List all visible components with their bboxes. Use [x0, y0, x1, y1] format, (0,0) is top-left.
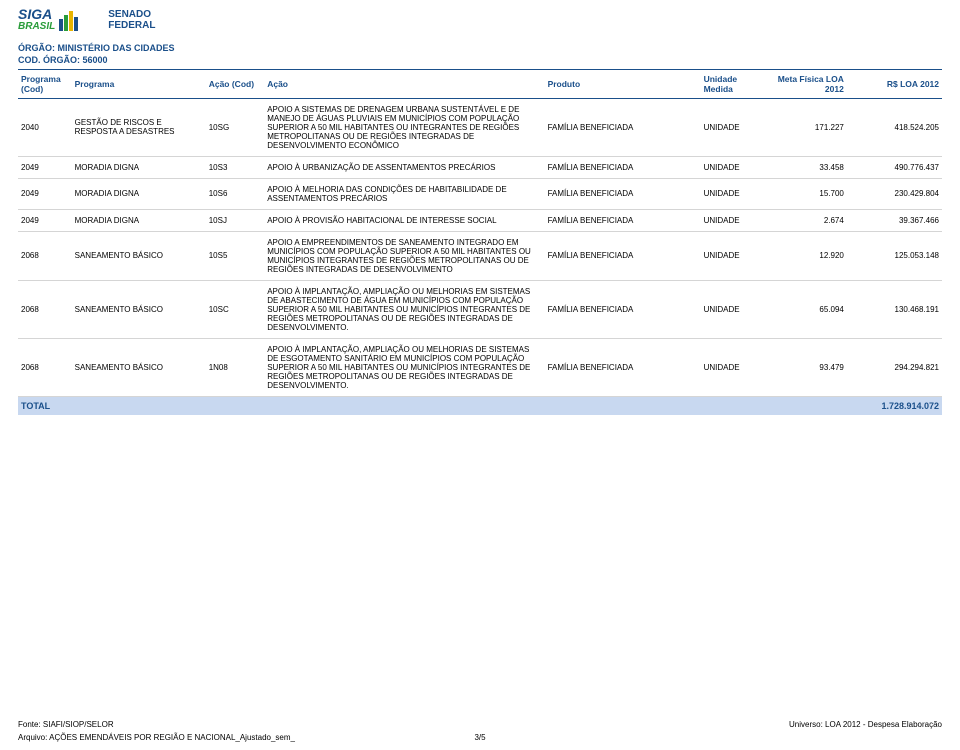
table-row: 2040GESTÃO DE RISCOS E RESPOSTA A DESAST…	[18, 98, 942, 156]
cell-acao: APOIO À MELHORIA DAS CONDIÇÕES DE HABITA…	[264, 178, 544, 209]
cell-acao: APOIO À PROVISÃO HABITACIONAL DE INTERES…	[264, 209, 544, 231]
cell-unidade: UNIDADE	[701, 156, 772, 178]
cell-prog: MORADIA DIGNA	[72, 209, 206, 231]
cell-acao: APOIO À URBANIZAÇÃO DE ASSENTAMENTOS PRE…	[264, 156, 544, 178]
cell-acao-cod: 10S3	[206, 156, 265, 178]
data-table-wrap: Programa (Cod) Programa Ação (Cod) Ação …	[0, 69, 960, 415]
table-row: 2068SANEAMENTO BÁSICO1N08APOIO À IMPLANT…	[18, 338, 942, 396]
footer-universo: Universo: LOA 2012 - Despesa Elaboração	[789, 720, 942, 729]
cell-unidade: UNIDADE	[701, 338, 772, 396]
cell-produto: FAMÍLIA BENEFICIADA	[545, 231, 701, 280]
cell-meta: 93.479	[771, 338, 847, 396]
logo-text: SIGA BRASIL	[18, 8, 55, 32]
cell-meta: 15.700	[771, 178, 847, 209]
cell-meta: 33.458	[771, 156, 847, 178]
cell-rs: 125.053.148	[847, 231, 942, 280]
cell-produto: FAMÍLIA BENEFICIADA	[545, 338, 701, 396]
table-row: 2068SANEAMENTO BÁSICO10SCAPOIO À IMPLANT…	[18, 280, 942, 338]
cell-prog: SANEAMENTO BÁSICO	[72, 231, 206, 280]
total-label: TOTAL	[18, 396, 847, 415]
cell-acao: APOIO A EMPREENDIMENTOS DE SANEAMENTO IN…	[264, 231, 544, 280]
total-row: TOTAL1.728.914.072	[18, 396, 942, 415]
report-header: SIGA BRASIL SENADO FEDERAL	[0, 0, 960, 36]
cell-prog-cod: 2049	[18, 178, 72, 209]
col-prog: Programa	[72, 69, 206, 98]
cell-unidade: UNIDADE	[701, 231, 772, 280]
cell-acao-cod: 10SJ	[206, 209, 265, 231]
cell-meta: 171.227	[771, 98, 847, 156]
cell-acao-cod: 10SC	[206, 280, 265, 338]
cell-acao: APOIO A SISTEMAS DE DRENAGEM URBANA SUST…	[264, 98, 544, 156]
col-produto: Produto	[545, 69, 701, 98]
orgao-cod-label: COD. ÓRGÃO:	[18, 55, 80, 65]
cell-produto: FAMÍLIA BENEFICIADA	[545, 209, 701, 231]
footer-page: 3/5	[474, 733, 485, 742]
cell-acao-cod: 1N08	[206, 338, 265, 396]
col-unidade: Unidade Medida	[701, 69, 772, 98]
cell-unidade: UNIDADE	[701, 209, 772, 231]
table-row: 2049MORADIA DIGNA10S3APOIO À URBANIZAÇÃO…	[18, 156, 942, 178]
cell-prog-cod: 2049	[18, 156, 72, 178]
col-acao: Ação	[264, 69, 544, 98]
cell-prog: MORADIA DIGNA	[72, 178, 206, 209]
cell-prog-cod: 2040	[18, 98, 72, 156]
footer-arquivo: Arquivo: AÇÕES EMENDÁVEIS POR REGIÃO E N…	[18, 733, 295, 742]
cell-prog: GESTÃO DE RISCOS E RESPOSTA A DESASTRES	[72, 98, 206, 156]
orgao-cod-value: 56000	[83, 55, 108, 65]
cell-acao-cod: 10S6	[206, 178, 265, 209]
cell-prog-cod: 2068	[18, 280, 72, 338]
col-meta: Meta Física LOA 2012	[771, 69, 847, 98]
cell-rs: 39.367.466	[847, 209, 942, 231]
col-rs: R$ LOA 2012	[847, 69, 942, 98]
cell-rs: 294.294.821	[847, 338, 942, 396]
orgao-block: ÓRGÃO: MINISTÉRIO DAS CIDADES COD. ÓRGÃO…	[0, 36, 960, 69]
cell-prog: MORADIA DIGNA	[72, 156, 206, 178]
col-acao-cod: Ação (Cod)	[206, 69, 265, 98]
logo-line2: BRASIL	[18, 21, 55, 32]
cell-unidade: UNIDADE	[701, 280, 772, 338]
cell-rs: 230.429.804	[847, 178, 942, 209]
cell-rs: 490.776.437	[847, 156, 942, 178]
cell-prog-cod: 2068	[18, 231, 72, 280]
table-row: 2049MORADIA DIGNA10SJAPOIO À PROVISÃO HA…	[18, 209, 942, 231]
logo: SIGA BRASIL	[18, 8, 78, 32]
cell-produto: FAMÍLIA BENEFICIADA	[545, 280, 701, 338]
table-row: 2049MORADIA DIGNA10S6APOIO À MELHORIA DA…	[18, 178, 942, 209]
cell-produto: FAMÍLIA BENEFICIADA	[545, 98, 701, 156]
cell-meta: 12.920	[771, 231, 847, 280]
cell-rs: 130.468.191	[847, 280, 942, 338]
cell-acao-cod: 10S5	[206, 231, 265, 280]
cell-meta: 65.094	[771, 280, 847, 338]
cell-prog: SANEAMENTO BÁSICO	[72, 280, 206, 338]
cell-unidade: UNIDADE	[701, 178, 772, 209]
data-table: Programa (Cod) Programa Ação (Cod) Ação …	[18, 69, 942, 415]
cell-meta: 2.674	[771, 209, 847, 231]
org-line1: SENADO	[108, 9, 155, 20]
orgao-label: ÓRGÃO: MINISTÉRIO DAS CIDADES	[18, 42, 942, 55]
cell-acao: APOIO À IMPLANTAÇÃO, AMPLIAÇÃO OU MELHOR…	[264, 338, 544, 396]
orgao-cod-row: COD. ÓRGÃO: 56000	[18, 54, 942, 67]
logo-bars-icon	[59, 9, 78, 31]
cell-prog-cod: 2068	[18, 338, 72, 396]
table-body: 2040GESTÃO DE RISCOS E RESPOSTA A DESAST…	[18, 98, 942, 415]
cell-rs: 418.524.205	[847, 98, 942, 156]
cell-prog: SANEAMENTO BÁSICO	[72, 338, 206, 396]
cell-produto: FAMÍLIA BENEFICIADA	[545, 156, 701, 178]
table-row: 2068SANEAMENTO BÁSICO10S5APOIO A EMPREEN…	[18, 231, 942, 280]
cell-produto: FAMÍLIA BENEFICIADA	[545, 178, 701, 209]
footer-fonte: Fonte: SIAFI/SIOP/SELOR	[18, 720, 114, 729]
report-footer: Fonte: SIAFI/SIOP/SELOR Universo: LOA 20…	[18, 720, 942, 742]
logo-line1: SIGA	[18, 8, 55, 21]
cell-prog-cod: 2049	[18, 209, 72, 231]
cell-acao: APOIO À IMPLANTAÇÃO, AMPLIAÇÃO OU MELHOR…	[264, 280, 544, 338]
cell-acao-cod: 10SG	[206, 98, 265, 156]
col-prog-cod: Programa (Cod)	[18, 69, 72, 98]
org-line2: FEDERAL	[108, 20, 155, 31]
table-header-row: Programa (Cod) Programa Ação (Cod) Ação …	[18, 69, 942, 98]
org-name: SENADO FEDERAL	[108, 9, 155, 31]
cell-unidade: UNIDADE	[701, 98, 772, 156]
total-value: 1.728.914.072	[847, 396, 942, 415]
